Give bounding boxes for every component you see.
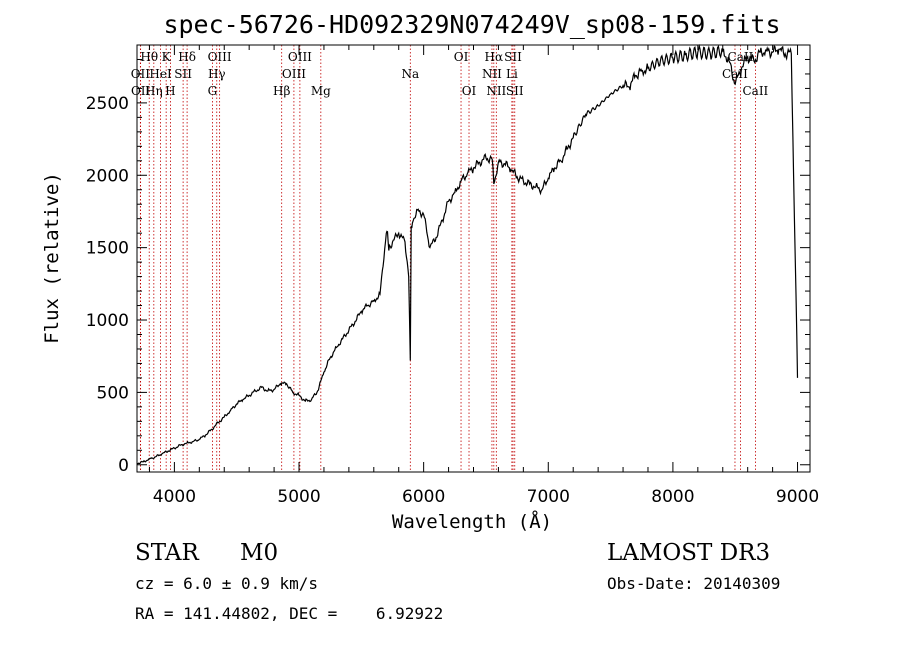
line-label-24: SII xyxy=(506,84,524,98)
plot-frame xyxy=(136,44,811,473)
line-label-20: NII xyxy=(482,67,502,81)
line-label-4: HeI xyxy=(149,67,172,81)
y-tick-label-2: 1000 xyxy=(86,311,129,331)
spectrum-line xyxy=(136,43,799,465)
y-tick-label-4: 2000 xyxy=(86,166,129,186)
line-label-10: Hγ xyxy=(208,67,226,81)
line-label-6: Hδ xyxy=(178,50,196,64)
line-label-25: CaII xyxy=(728,50,754,64)
line-label-18: OI xyxy=(462,84,477,98)
x-tick-label-4: 8000 xyxy=(651,487,694,507)
x-tick-label-3: 7000 xyxy=(527,487,570,507)
line-label-9: OIII xyxy=(208,50,232,64)
line-label-7: SII xyxy=(174,67,192,81)
y-axis-ticks: 0 500 1000 1500 2000 2500 xyxy=(86,58,810,476)
line-label-12: OIII xyxy=(288,50,312,64)
line-label-11: G xyxy=(208,84,218,98)
spectral-line-markers xyxy=(139,45,756,472)
object-class: STAR xyxy=(135,540,199,566)
survey-name: LAMOST DR3 xyxy=(607,540,770,566)
chart-title: spec-56726-HD092329N074249V_sp08-159.fit… xyxy=(163,10,780,39)
line-label-2: OII xyxy=(131,84,151,98)
x-tick-label-2: 6000 xyxy=(402,487,445,507)
line-label-3: K xyxy=(162,50,172,64)
line-label-15: Mg xyxy=(311,84,331,98)
object-subclass: M0 xyxy=(240,540,278,566)
line-label-0: Hθ xyxy=(140,50,158,64)
line-label-23: Li xyxy=(506,67,518,81)
line-label-8: H xyxy=(165,84,175,98)
line-label-17: OI xyxy=(454,50,469,64)
line-label-22: SII xyxy=(504,50,522,64)
x-tick-label-5: 9000 xyxy=(776,487,819,507)
y-tick-label-3: 1500 xyxy=(86,239,129,259)
line-label-19: Hα xyxy=(485,50,504,64)
line-label-13: OIII xyxy=(282,67,306,81)
line-label-27: CaII xyxy=(742,84,768,98)
observation-date: Obs-Date: 20140309 xyxy=(607,574,780,593)
y-tick-label-5: 2500 xyxy=(86,94,129,114)
coordinates: RA = 141.44802, DEC = 6.92922 xyxy=(135,604,443,623)
y-axis-label: Flux (relative) xyxy=(41,172,63,344)
x-tick-label-1: 5000 xyxy=(277,487,320,507)
line-label-14: Hβ xyxy=(273,84,290,98)
line-label-26: CaII xyxy=(722,67,748,81)
line-label-21: NII xyxy=(486,84,506,98)
x-tick-label-0: 4000 xyxy=(153,487,196,507)
y-tick-label-0: 0 xyxy=(118,456,129,476)
y-tick-label-1: 500 xyxy=(97,383,129,403)
x-axis-label: Wavelength (Å) xyxy=(392,510,552,533)
line-label-5: Hη xyxy=(145,84,163,98)
line-label-16: Na xyxy=(401,67,419,81)
x-axis-ticks: 4000 5000 6000 7000 8000 9000 xyxy=(148,45,819,507)
redshift-cz: cz = 6.0 ± 0.9 km/s xyxy=(135,574,318,593)
